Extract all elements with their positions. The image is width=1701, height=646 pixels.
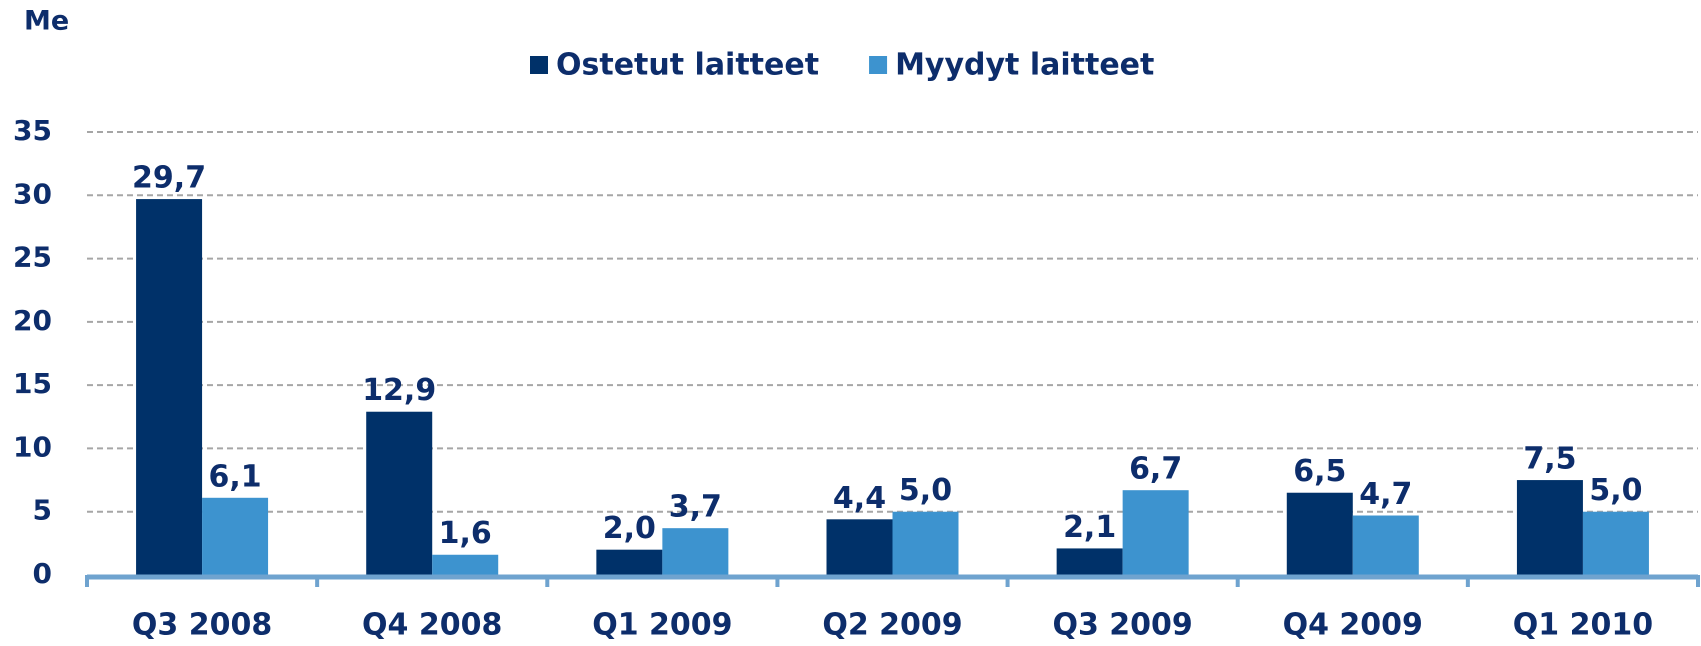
bar: [892, 511, 959, 575]
bar: [202, 497, 269, 575]
x-tick-label: Q1 2010: [1513, 608, 1653, 643]
x-tick-label: Q2 2009: [822, 608, 962, 643]
bar: [826, 519, 893, 575]
data-label: 4,4: [833, 481, 886, 516]
legend-label: Myydyt laitteet: [895, 48, 1154, 83]
bar: [1582, 511, 1649, 575]
y-tick-label: 35: [13, 114, 52, 147]
bar: [662, 528, 729, 575]
y-tick-label: 30: [13, 177, 52, 210]
bar: [1056, 548, 1123, 575]
data-label: 6,5: [1293, 454, 1346, 489]
legend-label: Ostetut laitteet: [556, 48, 819, 83]
bar: [1352, 515, 1419, 575]
y-tick-label: 20: [13, 304, 52, 337]
bar: [596, 549, 663, 575]
y-tick-label: 5: [33, 494, 52, 527]
bar: [1122, 490, 1189, 575]
x-tick-label: Q3 2008: [132, 608, 272, 643]
data-label: 6,7: [1129, 452, 1182, 487]
y-tick-label: 25: [13, 241, 52, 274]
bar: [1516, 480, 1583, 575]
x-tick-label: Q4 2008: [362, 608, 502, 643]
data-label: 2,0: [603, 511, 656, 546]
x-tick-label: Q4 2009: [1283, 608, 1423, 643]
data-label: 2,1: [1063, 510, 1116, 545]
data-label: 4,7: [1359, 477, 1412, 512]
x-tick-label: Q1 2009: [592, 608, 732, 643]
data-label: 5,0: [899, 473, 952, 508]
legend-swatch: [530, 56, 548, 74]
data-label: 1,6: [439, 516, 492, 551]
y-tick-label: 15: [13, 367, 52, 400]
bar: [366, 411, 433, 575]
y-axis-label: Me: [24, 6, 69, 37]
data-label: 12,9: [362, 373, 436, 408]
legend-swatch: [869, 56, 888, 74]
bar: [136, 199, 203, 575]
y-tick-label: 0: [33, 557, 52, 590]
data-label: 6,1: [208, 459, 261, 494]
data-label: 7,5: [1523, 442, 1576, 477]
data-label: 3,7: [669, 490, 722, 525]
bar: [1286, 492, 1353, 575]
y-tick-label: 10: [13, 430, 52, 463]
data-label: 29,7: [132, 161, 206, 196]
x-tick-label: Q3 2009: [1052, 608, 1192, 643]
data-label: 5,0: [1589, 473, 1642, 508]
bar: [432, 554, 499, 575]
